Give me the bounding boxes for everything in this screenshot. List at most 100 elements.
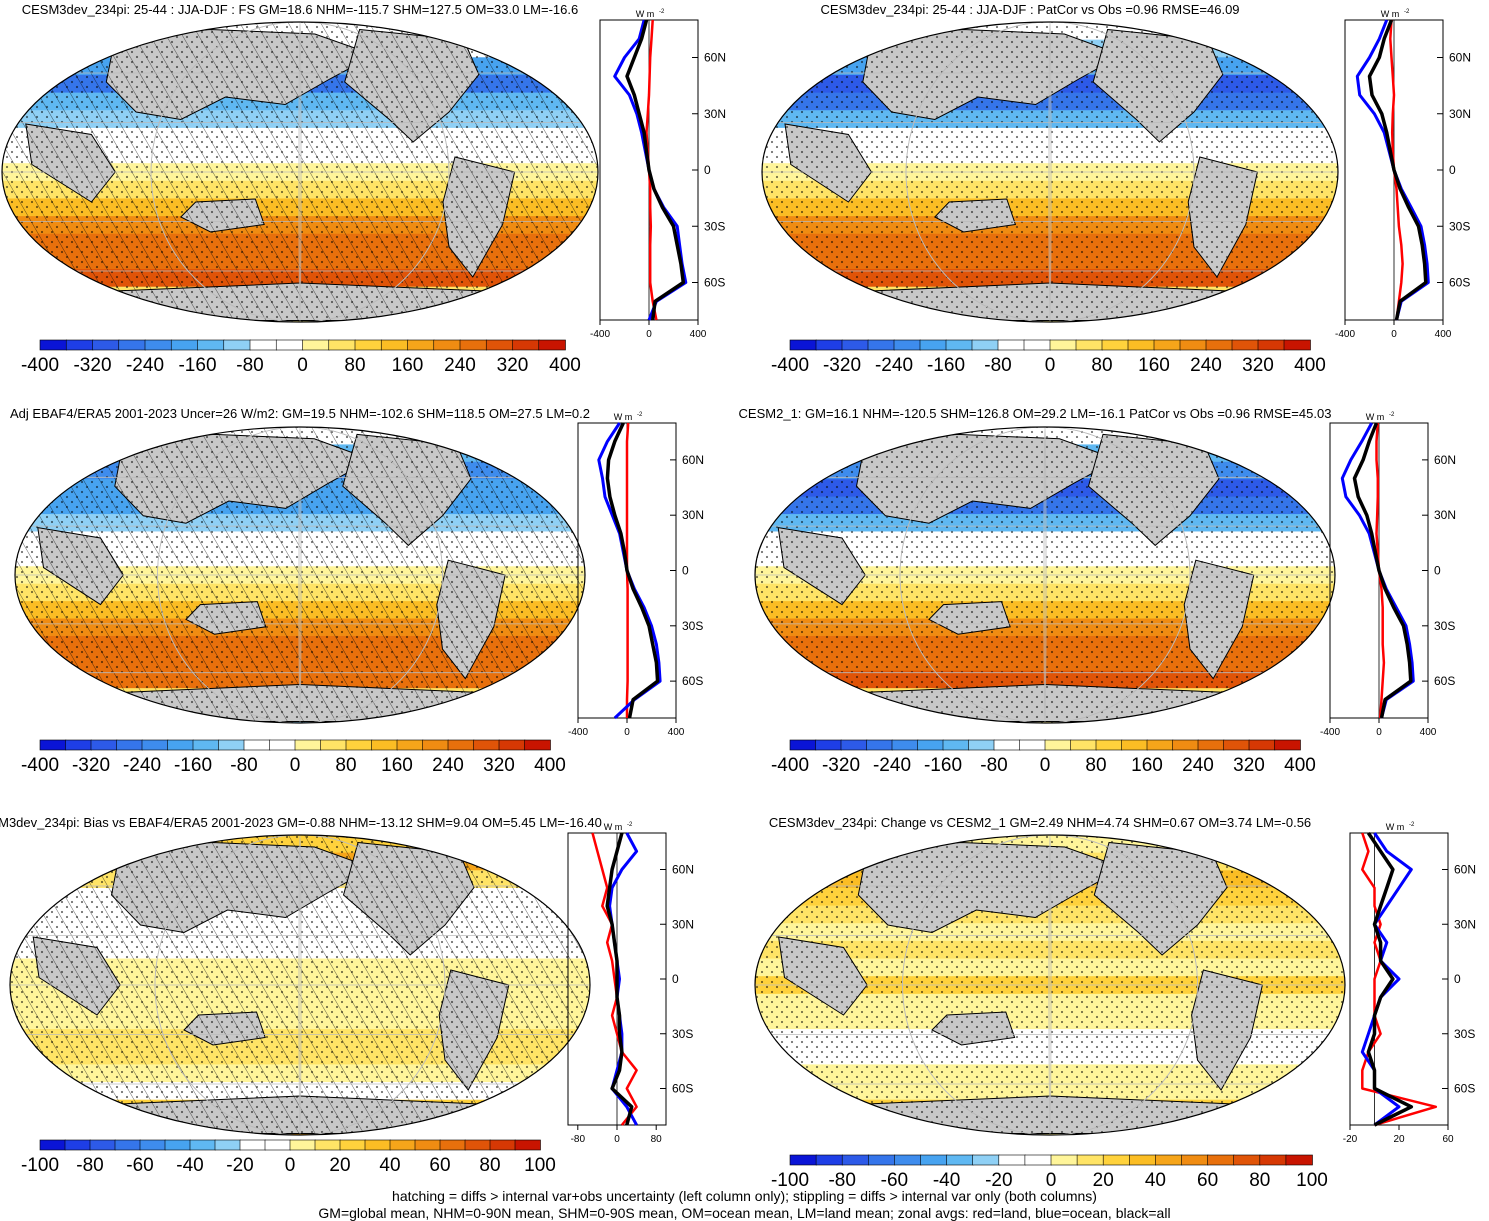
colorbar-label: 80 <box>1085 755 1106 776</box>
colorbar-swatch <box>993 739 1021 751</box>
colorbar-label: -80 <box>828 1170 855 1190</box>
colorbar-label: 100 <box>524 1155 556 1176</box>
colorbar-swatch <box>789 739 817 751</box>
colorbar-swatch <box>164 1139 191 1151</box>
colorbar-label: 0 <box>1040 755 1051 776</box>
graticule-lon <box>298 835 302 1135</box>
zonal-series-all <box>1352 422 1413 719</box>
colorbar-label: 320 <box>483 755 515 776</box>
colorbar-swatch <box>389 1139 416 1151</box>
colorbar-swatch <box>223 339 251 351</box>
zonal-title-superscript: -2 <box>627 822 633 828</box>
lat-tick-label: 30S <box>704 219 725 233</box>
colorbar-swatch <box>294 739 322 751</box>
zonal-title: W m <box>636 9 655 19</box>
lat-tick-label: 0 <box>682 564 689 578</box>
colorbar-label: -40 <box>933 1170 960 1190</box>
colorbar-swatch <box>139 1139 166 1151</box>
colorbar-label: -320 <box>73 355 111 376</box>
colorbar-label: -400 <box>771 355 809 376</box>
colorbar-swatch <box>64 1139 91 1151</box>
zonal-panel: W m -2 60N 30N 0 30S 60S -400 0 400 <box>568 412 704 738</box>
graticule-lon <box>154 835 446 1135</box>
colorbar-swatch <box>1095 739 1123 751</box>
colorbar-swatch <box>1050 1154 1078 1166</box>
colorbar-label: -80 <box>236 355 263 376</box>
colorbar-swatch <box>1283 339 1311 351</box>
colorbar-label: 400 <box>534 755 566 776</box>
colorbar-swatch <box>1075 339 1103 351</box>
panel-1: CESM3dev_234pi: 25-44 : JJA-DJF : FS GM=… <box>1 2 726 376</box>
colorbar-swatch <box>841 1154 870 1166</box>
colorbar-label: -160 <box>174 755 212 776</box>
colorbar-swatch <box>945 339 973 351</box>
panel-title: CESM3dev_234pi: 25-44 : JJA-DJF : PatCor… <box>820 2 1239 17</box>
colorbar-label: -160 <box>927 355 965 376</box>
colorbar-label: 240 <box>444 355 476 376</box>
zonal-title-superscript: -2 <box>1389 412 1395 418</box>
colorbar-label: 240 <box>1190 355 1222 376</box>
colorbar-swatch <box>167 739 194 751</box>
zonal-series-all <box>1366 832 1414 1127</box>
colorbar-swatch <box>116 739 143 751</box>
x-tick-label: 0 <box>1391 329 1397 340</box>
zonal-title: W m <box>614 412 633 422</box>
colorbar-swatch <box>1146 739 1174 751</box>
colorbar-swatch <box>1285 1154 1313 1166</box>
colorbar-label: -240 <box>875 355 913 376</box>
zonal-series-land <box>1389 19 1404 321</box>
colorbar-label: -100 <box>21 1155 59 1176</box>
panel-2: CESM3dev_234pi: 25-44 : JJA-DJF : PatCor… <box>761 2 1471 376</box>
colorbar-swatch <box>1248 739 1276 751</box>
colorbar-swatch <box>920 1154 948 1166</box>
colorbar-swatch <box>942 739 970 751</box>
colorbar-label: -80 <box>980 755 1007 776</box>
colorbar-swatch <box>789 339 817 351</box>
colorbar-swatch <box>39 339 68 351</box>
colorbar-swatch <box>422 739 449 751</box>
colorbar-swatch <box>192 739 220 751</box>
zonal-series-all <box>605 422 660 719</box>
map-body <box>2 22 598 322</box>
colorbar-label: -240 <box>123 755 161 776</box>
colorbar-swatch <box>1274 739 1301 751</box>
colorbar-swatch <box>371 739 398 751</box>
colorbar-swatch <box>1129 1154 1157 1166</box>
x-tick-label: -400 <box>590 329 610 340</box>
colorbar-label: 20 <box>329 1155 350 1176</box>
panel-title: Adj EBAF4/ERA5 2001-2023 Uncer=26 W/m2: … <box>10 406 590 421</box>
colorbar-label: 240 <box>1182 755 1214 776</box>
lat-tick-label: 30N <box>1454 917 1476 931</box>
colorbar-swatch <box>1023 339 1051 351</box>
colorbar-swatch <box>141 739 169 751</box>
x-tick-label: 0 <box>1376 727 1382 738</box>
colorbar-swatch <box>1044 739 1072 751</box>
colorbar-swatch <box>998 1154 1026 1166</box>
graticule-lon <box>1048 835 1052 1135</box>
colorbar-swatch <box>339 1139 366 1151</box>
colorbar-label: -80 <box>230 755 257 776</box>
lat-tick-label: 30S <box>1454 1027 1475 1041</box>
zonal-panel: W m -2 60N 30N 0 30S 60S -400 0 400 <box>1320 412 1456 738</box>
colorbar-label: 0 <box>1046 1170 1057 1190</box>
x-tick-label: 80 <box>651 1134 663 1145</box>
colorbar-swatch <box>197 339 225 351</box>
zonal-title: W m <box>1386 822 1405 832</box>
graticule-lon <box>298 22 302 322</box>
panel-3: Adj EBAF4/ERA5 2001-2023 Uncer=26 W/m2: … <box>10 406 704 776</box>
x-tick-label: 0 <box>614 1134 620 1145</box>
colorbar-label: 0 <box>290 755 301 776</box>
map-outline <box>761 21 1339 323</box>
colorbar-swatch <box>946 1154 974 1166</box>
colorbar-label: 80 <box>1249 1170 1270 1190</box>
x-tick-label: 0 <box>624 727 630 738</box>
lat-tick-label: 60S <box>1434 674 1455 688</box>
colorbar-swatch <box>1024 1154 1052 1166</box>
colorbar-swatch <box>269 739 296 751</box>
lat-tick-label: 60N <box>1454 863 1476 877</box>
zonal-series-land <box>591 832 638 1126</box>
colorbar-swatch <box>917 739 944 751</box>
lat-tick-label: 0 <box>1454 972 1461 986</box>
lat-tick-label: 60S <box>1449 276 1470 290</box>
colorbar-label: 20 <box>1093 1170 1114 1190</box>
